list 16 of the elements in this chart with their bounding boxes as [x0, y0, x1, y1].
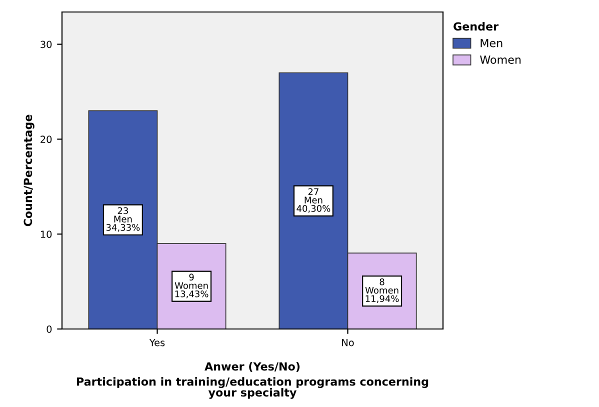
- x-tick-label: No: [342, 339, 354, 346]
- y-tick-label: 0: [46, 325, 52, 333]
- legend-label: Women: [480, 56, 521, 64]
- data-label: 8 Women 11,94%: [365, 278, 399, 303]
- y-tick-label: 20: [40, 136, 52, 144]
- y-axis-title: Count/Percentage: [24, 114, 34, 226]
- data-label: 27 Men 40,30%: [296, 188, 330, 213]
- x-axis-title: Anwer (Yes/No): [204, 362, 300, 372]
- x-tick-label: Yes: [149, 339, 165, 346]
- text: Participation in training/education programs concerning your specialty: [77, 377, 428, 399]
- legend-title: Gender: [454, 22, 499, 31]
- y-tick-label: 30: [40, 40, 52, 48]
- data-label: 9 Women 13,43%: [174, 274, 208, 298]
- legend-label: Men: [480, 38, 502, 48]
- data-label: 23 Men 34,33%: [106, 207, 140, 232]
- y-tick-label: 10: [40, 230, 52, 238]
